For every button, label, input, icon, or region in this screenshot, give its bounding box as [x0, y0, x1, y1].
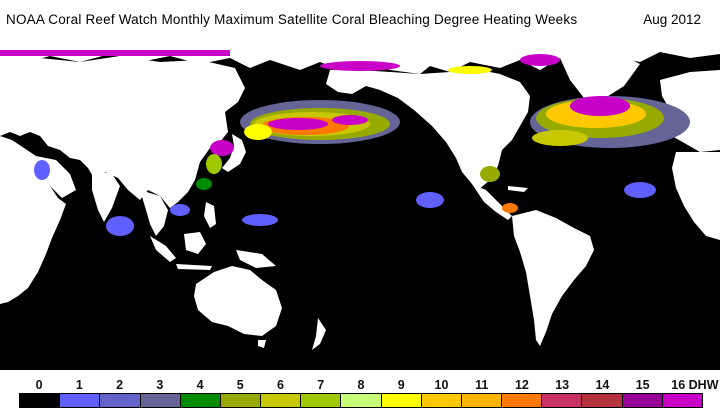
- legend-tick-label: 12: [514, 378, 529, 392]
- south-america-land: [512, 210, 594, 346]
- legend-swatch: [582, 394, 623, 407]
- legend-swatch: [341, 394, 382, 407]
- legend-swatch: [662, 394, 702, 407]
- legend-swatch: [381, 394, 422, 407]
- new-zealand-land: [312, 318, 326, 350]
- legend-tick-label: 13: [555, 378, 570, 392]
- legend-tick-label: 7: [317, 378, 325, 392]
- legend-tick-label: 1: [75, 378, 83, 392]
- legend-tick-label: 4: [196, 378, 204, 392]
- legend-swatch: [20, 394, 61, 407]
- east-asia-heat: [196, 140, 234, 190]
- legend-tick-label: 8: [357, 378, 365, 392]
- dhw-map: [0, 40, 720, 370]
- legend-swatch: [542, 394, 583, 407]
- legend-tick-label: 14: [595, 378, 610, 392]
- map-title: NOAA Coral Reef Watch Monthly Maximum Sa…: [6, 12, 578, 27]
- legend-swatch: [100, 394, 141, 407]
- legend-tick-label: 16 DHW: [671, 378, 719, 392]
- legend-tick-label: 11: [475, 378, 489, 392]
- map-title-bar: NOAA Coral Reef Watch Monthly Maximum Sa…: [0, 0, 720, 40]
- tasmania-land: [258, 340, 266, 348]
- eurasia-land: [0, 56, 245, 208]
- legend-swatch: [140, 394, 181, 407]
- west-africa-land: [672, 152, 720, 240]
- map-date: Aug 2012: [643, 12, 701, 27]
- legend-tick-label: 10: [434, 378, 449, 392]
- borneo-land: [184, 232, 206, 254]
- north-pacific-heat: [240, 100, 400, 144]
- africa-land: [0, 136, 66, 304]
- legend-swatch: [60, 394, 101, 407]
- arctic-heat: [0, 50, 492, 74]
- legend-tick-label: 15: [635, 378, 650, 392]
- legend-tick-label: 3: [156, 378, 164, 392]
- legend-swatch: [261, 394, 302, 407]
- australia-land: [194, 266, 282, 336]
- japan-land: [222, 134, 246, 172]
- legend-swatch: [421, 394, 462, 407]
- legend-swatch: [622, 394, 663, 407]
- southeast-asia-land: [140, 190, 168, 236]
- world-map-svg: [0, 40, 720, 370]
- color-legend: [19, 393, 703, 408]
- legend-tick-label: 2: [116, 378, 124, 392]
- legend-swatch: [301, 394, 342, 407]
- java-land: [176, 264, 212, 270]
- legend-swatch: [461, 394, 503, 407]
- alaska-land: [326, 70, 366, 94]
- india-land: [92, 170, 120, 222]
- legend-tick-label: 9: [397, 378, 405, 392]
- legend-swatch: [180, 394, 221, 407]
- cuba-land: [508, 186, 528, 192]
- central-america-land: [472, 184, 512, 220]
- greenland-land: [560, 54, 640, 100]
- legend-tick-label: 0: [35, 378, 43, 392]
- legend-swatch: [220, 394, 262, 407]
- legend-labels: 0 1 2 3 4 5 6 7 8 9 10 11 12 13 14 15 16 DHW: [0, 372, 720, 394]
- sumatra-land: [150, 236, 176, 262]
- legend-tick-label: 5: [236, 378, 244, 392]
- low-dhw-patches: [34, 160, 656, 236]
- legend-tick-label: 6: [277, 378, 284, 392]
- caribbean-heat: [480, 166, 518, 213]
- philippines-land: [204, 202, 216, 228]
- north-atlantic-heat: [520, 54, 690, 148]
- north-america-land: [356, 70, 530, 190]
- legend-swatch: [502, 394, 543, 407]
- new-guinea-land: [236, 250, 276, 268]
